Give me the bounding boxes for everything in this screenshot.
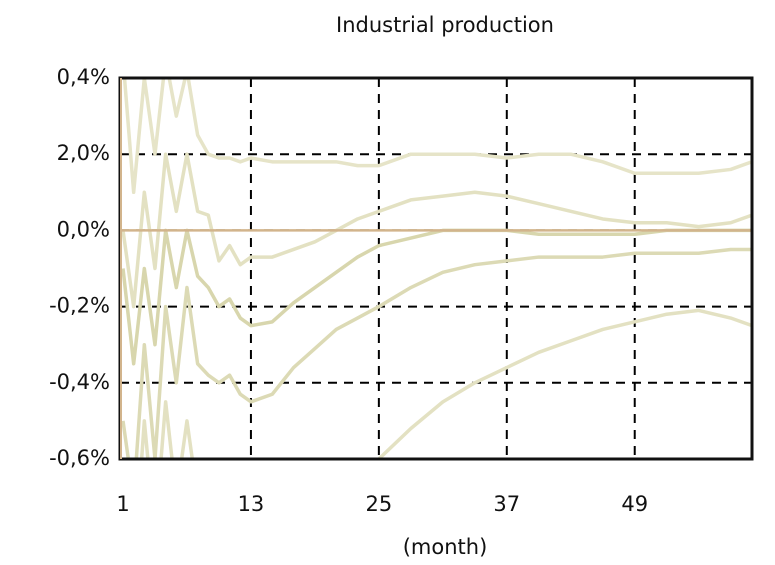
x-tick-label: 1 <box>116 492 129 516</box>
y-tick-label: -0,4% <box>49 370 110 394</box>
y-tick-label: 2,0% <box>57 141 110 165</box>
y-tick-label: -0,6% <box>49 446 110 470</box>
series-line <box>121 228 752 366</box>
y-tick-label: -0,2% <box>49 294 110 318</box>
x-tick-label: 49 <box>621 492 648 516</box>
x-tick-label: 25 <box>365 492 392 516</box>
x-tick-label: 13 <box>238 492 265 516</box>
plot-lines <box>120 78 752 459</box>
series-line <box>123 308 752 459</box>
chart-title: Industrial production <box>336 13 554 37</box>
series-line <box>121 247 752 459</box>
x-axis-label: (month) <box>403 535 488 559</box>
y-tick-label: 0,0% <box>57 217 110 241</box>
series-line <box>121 152 752 309</box>
grid <box>120 77 752 460</box>
plot-frame <box>118 76 754 461</box>
y-tick-label: 0,4% <box>57 65 110 89</box>
x-tick-label: 37 <box>493 492 520 516</box>
series-line <box>122 78 752 195</box>
